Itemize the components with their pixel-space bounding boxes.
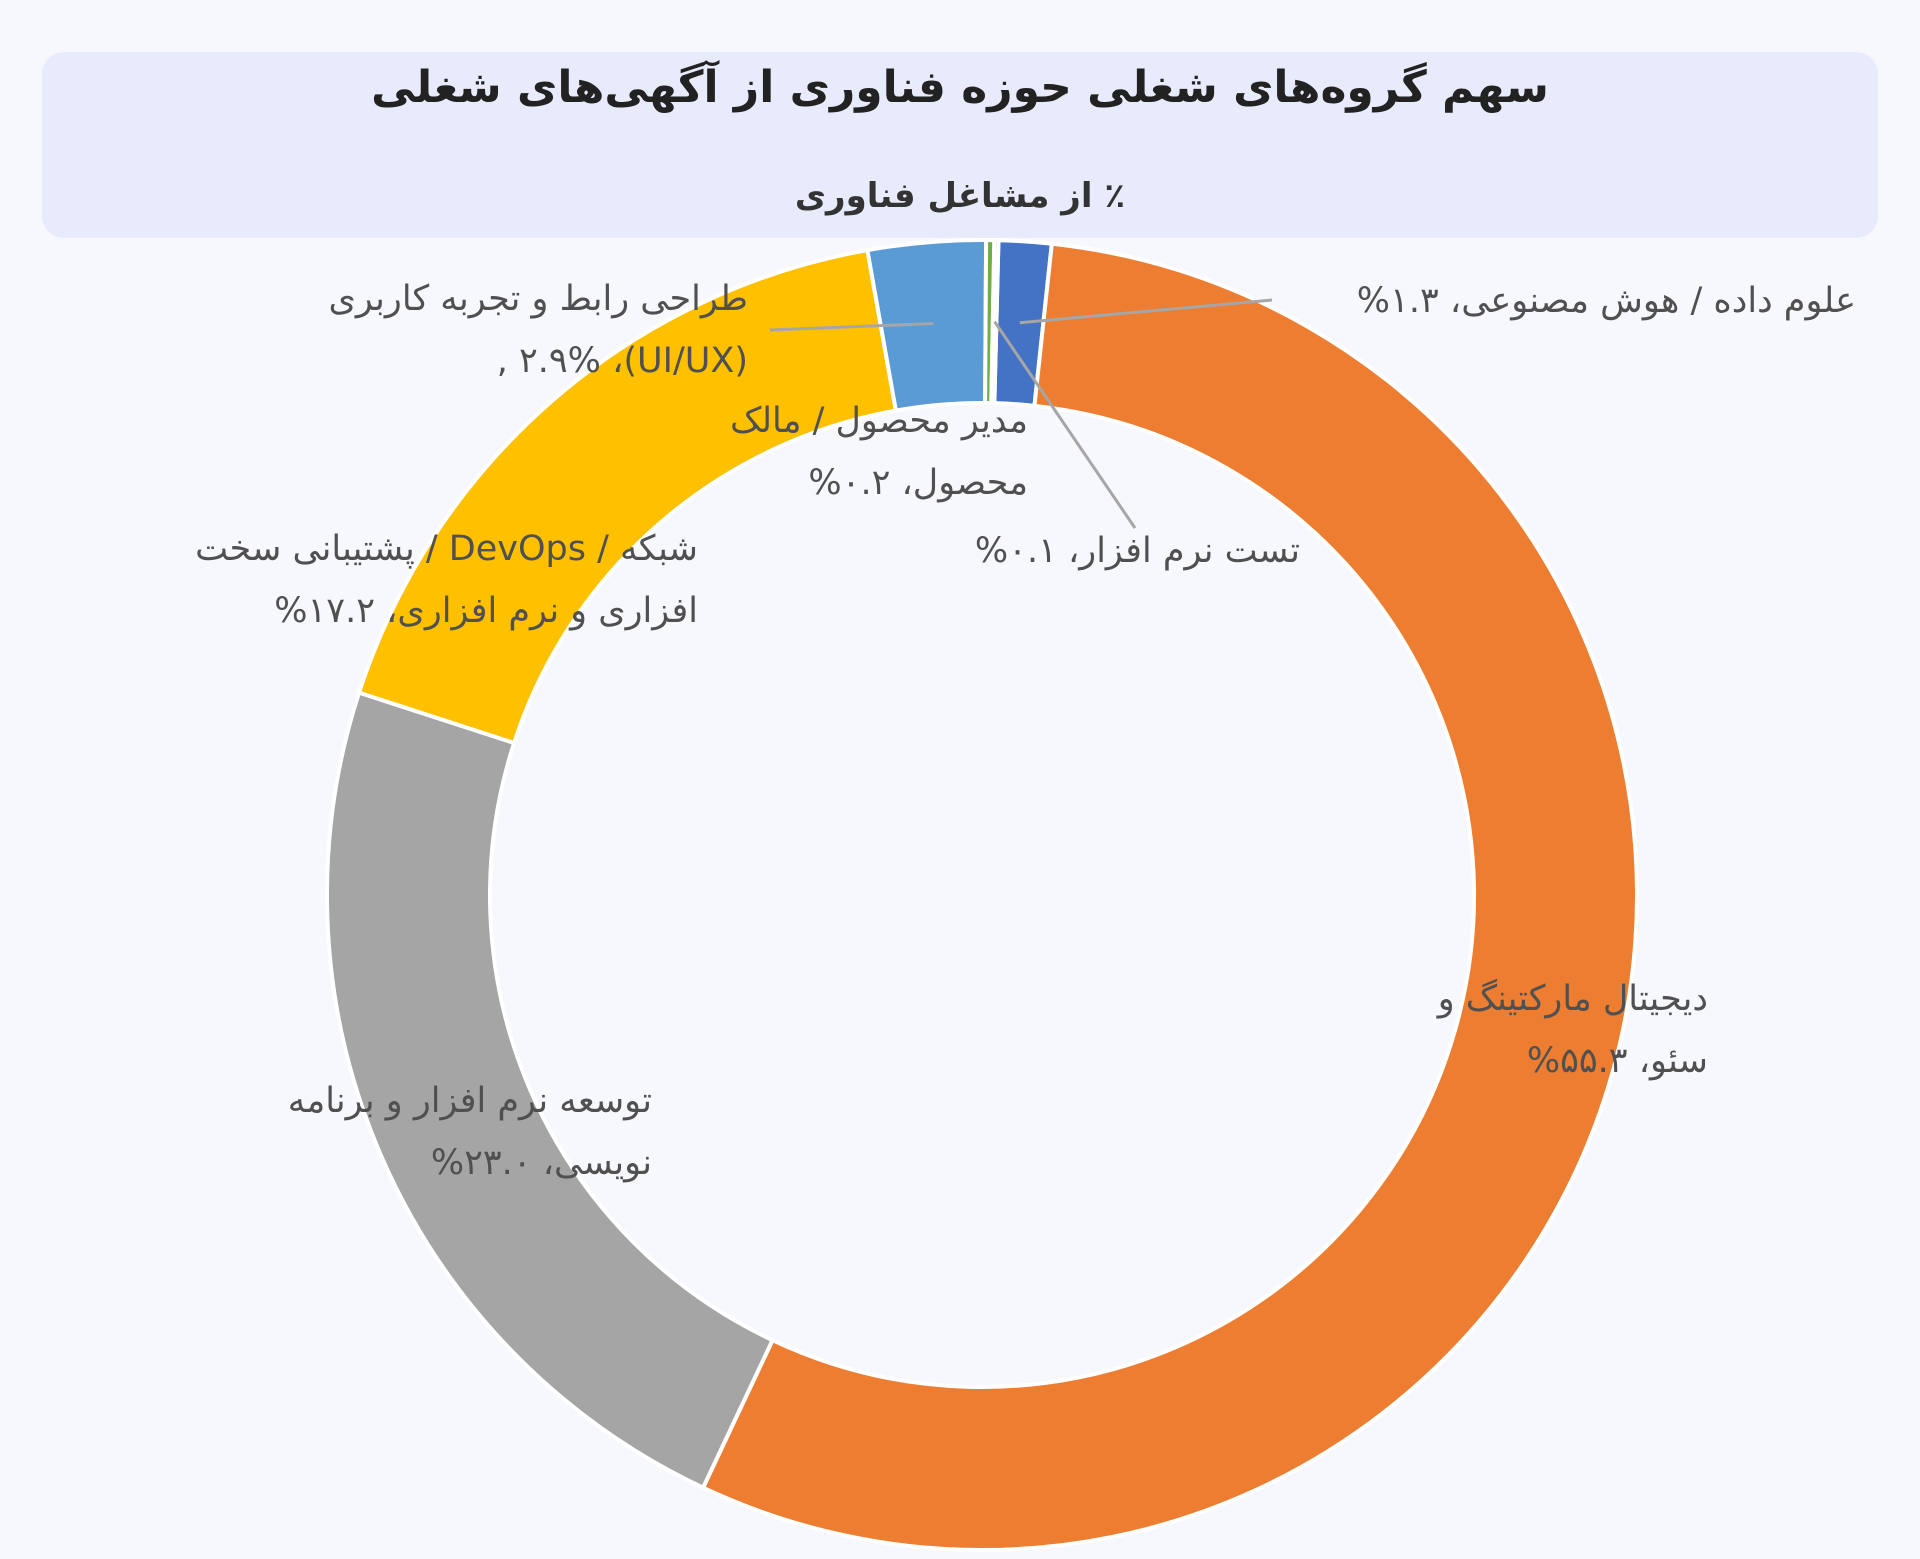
chart-subtitle: ٪ از مشاغل فناوری: [794, 176, 1126, 216]
leader-line-ui-ux: [769, 322, 934, 332]
slice-label-data-science: علوم داده / هوش مصنوعی، ۱.۳%: [1356, 281, 1856, 321]
leader-line-software-testing: [993, 320, 1137, 529]
chart-header: [42, 52, 1878, 238]
slice-network-devops: [356, 247, 899, 746]
chart-title: سهم گروه‌های شغلی حوزه فناوری از آگهی‌ها…: [371, 62, 1549, 113]
leader-line-data-science: [1019, 298, 1273, 325]
slice-label-product-manager: مدیر محصول / مالک محصول، ۰.۲%: [730, 401, 1028, 503]
slice-label-ui-ux: طراحی رابط و تجربه کاربری (UI/UX)، ۲.۹% …: [328, 279, 748, 381]
slice-label-software-testing: تست نرم افزار، ۰.۱%: [974, 531, 1300, 571]
slice-digital-marketing: [700, 241, 1640, 1552]
slice-label-network-devops: شبکه / DevOps / پشتیبانی سخت افزاری و نر…: [195, 529, 698, 631]
slice-label-software-development: توسعه نرم افزار و برنامه نویسی، ۲۳.۰%: [287, 1081, 652, 1183]
slice-label-digital-marketing: دیجیتال مارکتینگ و سئو، ۵۵.۳%: [1437, 979, 1708, 1081]
slice-software-development: [325, 690, 776, 1491]
